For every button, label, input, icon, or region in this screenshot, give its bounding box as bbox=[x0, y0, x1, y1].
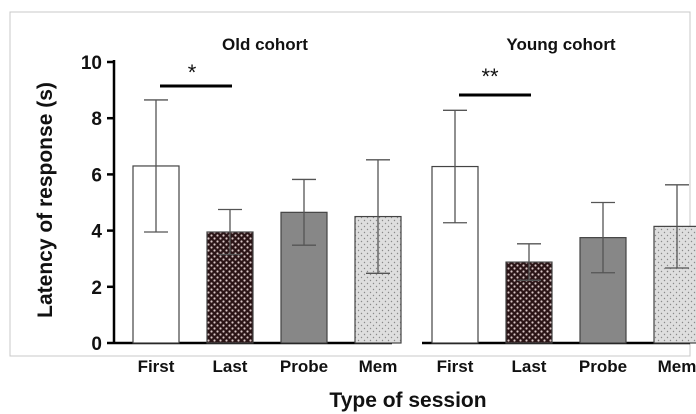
x-tick-label: Probe bbox=[280, 357, 328, 376]
x-tick-label: Probe bbox=[579, 357, 627, 376]
x-tick-label: Last bbox=[512, 357, 547, 376]
y-tick-label: 8 bbox=[91, 109, 102, 130]
significance-young: ** bbox=[481, 64, 499, 89]
cohort-label-old: Old cohort bbox=[222, 35, 308, 54]
y-axis-title: Latency of response (s) bbox=[34, 82, 57, 318]
y-tick-label: 0 bbox=[91, 334, 102, 355]
x-tick-label: Mem bbox=[658, 357, 696, 376]
y-tick-label: 6 bbox=[91, 165, 102, 186]
y-tick-label: 2 bbox=[91, 278, 102, 299]
y-tick-label: 10 bbox=[81, 53, 102, 74]
x-tick-label: Last bbox=[213, 357, 248, 376]
plot-frame bbox=[9, 11, 691, 357]
y-tick-label: 4 bbox=[91, 222, 102, 243]
x-axis-title: Type of session bbox=[329, 389, 486, 412]
x-tick-label: Mem bbox=[359, 357, 398, 376]
cohort-label-young: Young cohort bbox=[506, 35, 616, 54]
bar-mem bbox=[653, 225, 696, 344]
x-tick-label: First bbox=[138, 357, 175, 376]
x-tick-label: First bbox=[437, 357, 474, 376]
significance-old: * bbox=[188, 60, 197, 85]
